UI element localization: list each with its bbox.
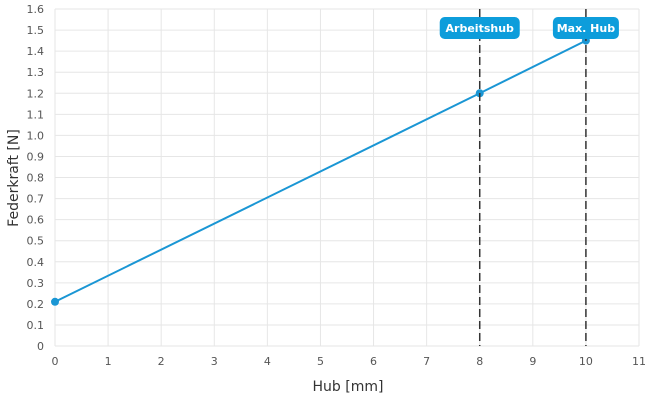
y-tick-label: 1.6	[27, 3, 45, 16]
x-tick-label: 6	[370, 355, 377, 368]
y-tick-label: 1.1	[27, 108, 45, 121]
y-tick-label: 0.6	[27, 214, 45, 227]
y-tick-label: 0.9	[27, 150, 45, 163]
grid	[54, 8, 640, 347]
y-tick-label: 0	[37, 340, 44, 353]
y-tick-label: 0.4	[27, 256, 45, 269]
x-axis-label: Hub [mm]	[313, 379, 384, 395]
x-tick-label: 9	[529, 355, 536, 368]
y-tick-label: 0.8	[27, 172, 45, 185]
y-tick-label: 0.2	[27, 298, 45, 311]
data-point	[51, 297, 59, 306]
y-tick-label: 0.5	[27, 235, 45, 248]
y-tick-label: 1.5	[27, 24, 45, 37]
x-tick-label: 0	[52, 355, 59, 368]
x-tick-label: 5	[317, 355, 324, 368]
x-tick-label: 1	[105, 355, 112, 368]
y-axis-label: Federkraft [N]	[6, 129, 22, 227]
marker-badge-box	[439, 17, 520, 39]
marker-badge-label: Max. Hub	[557, 22, 616, 35]
x-tick-label: 3	[211, 355, 218, 368]
x-tick-label: 10	[579, 355, 593, 368]
y-tick-label: 0.3	[27, 277, 45, 290]
y-tick-label: 0.1	[27, 319, 45, 332]
marker-badge-label: Arbeitshub	[446, 22, 515, 35]
marker-badge-box	[552, 17, 619, 39]
y-tick-label: 1.4	[27, 45, 45, 58]
y-axis-ticks: 0 0.1 0.2 0.3 0.4 0.5 0.6 0.7 0.8 0.9 1.0 1.1 1.2 1.3…	[27, 3, 45, 353]
marker-badge: Arbeitshub	[439, 17, 520, 39]
x-tick-label: 2	[158, 355, 165, 368]
x-tick-label: 11	[632, 355, 646, 368]
y-tick-label: 0.7	[27, 193, 45, 206]
y-tick-label: 1.2	[27, 87, 45, 100]
x-tick-label: 8	[476, 355, 483, 368]
x-tick-label: 7	[423, 355, 430, 368]
y-tick-label: 1.3	[27, 66, 45, 79]
y-tick-label: 1.0	[27, 129, 45, 142]
marker-layer: Arbeitshub Max. Hub	[439, 9, 619, 346]
x-axis-ticks: 0 1 2 3 4 5 6 7 8 9 10 11	[52, 355, 647, 368]
x-tick-label: 4	[264, 355, 271, 368]
marker-badge: Max. Hub	[552, 17, 619, 39]
